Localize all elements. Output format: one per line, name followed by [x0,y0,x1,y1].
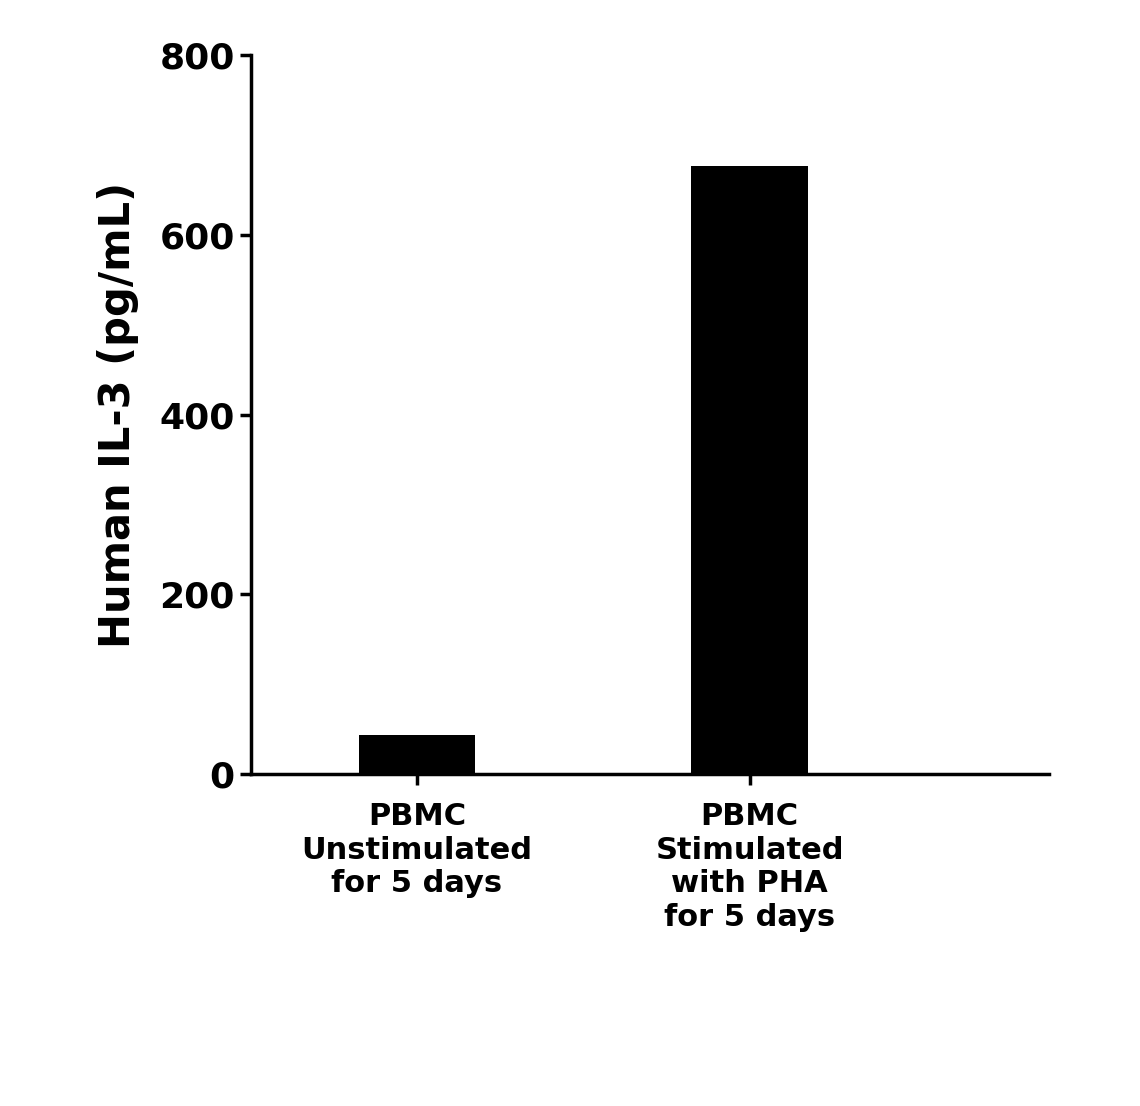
Bar [359,735,475,774]
Y-axis label: Human IL-3 (pg/mL): Human IL-3 (pg/mL) [97,181,139,648]
Bar [691,166,808,774]
